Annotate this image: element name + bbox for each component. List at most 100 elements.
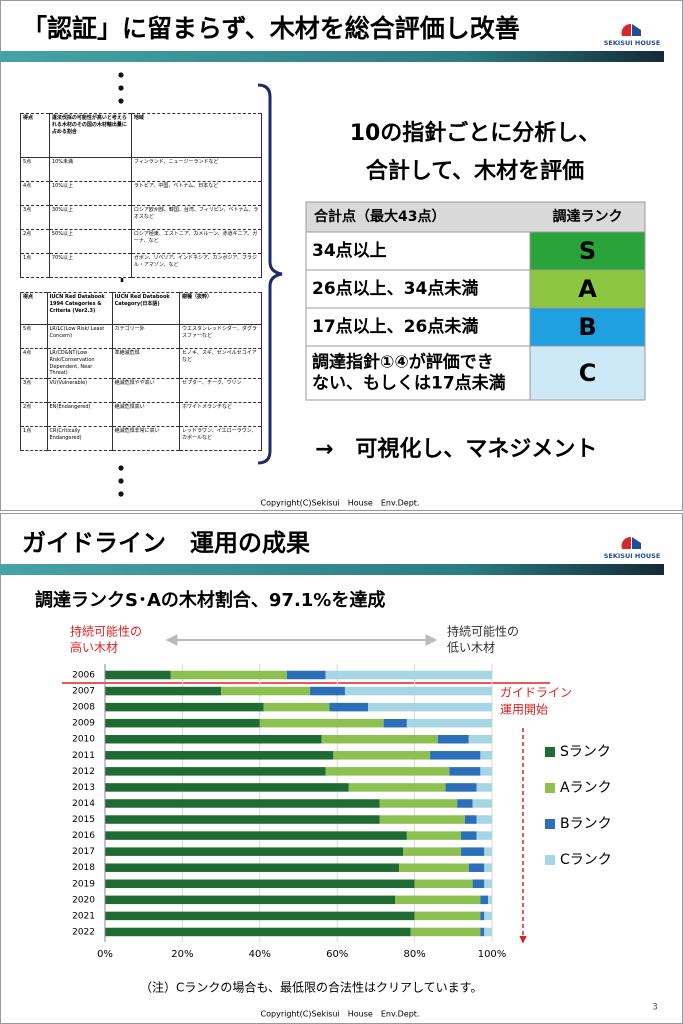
table-cell: ガボン、リベリア、インドネシア、カンボジア、ブラジル・アマゾン、など [130, 253, 263, 278]
score-table: 得点 違法伐採の可能性が高いと考えられる木材のその国の木材輸出量に占める割合 地域 5… [20, 113, 263, 278]
bar-segment [368, 702, 492, 712]
legend-swatch [545, 855, 555, 865]
condition: 34点以上 [312, 240, 387, 261]
y-tick-label: 2014 [72, 799, 95, 809]
y-tick-label: 2018 [72, 863, 95, 873]
table-cell: 10%以上 [48, 181, 132, 206]
slide-title: ガイドライン 運用の成果 [22, 529, 310, 557]
bar-segment [333, 751, 431, 760]
table-cell: 4点 [20, 348, 48, 379]
bar-segment [484, 847, 492, 856]
table-row: 4点 10%以上 ラトビア、中国、ベトナム、日本など [20, 181, 263, 206]
y-tick-label: 2015 [72, 815, 95, 825]
bar-segment [321, 734, 438, 744]
x-tick-label: 60% [326, 949, 348, 960]
table-cell: 絶滅危惧高い [111, 402, 181, 427]
table-cell: 2点 [20, 402, 48, 427]
table-cell: フィンランド、ニュージーランドなど [130, 157, 263, 182]
bar-segment [105, 718, 260, 728]
table-cell: 10%未満 [48, 157, 132, 182]
bar-segment [476, 783, 492, 792]
bar-segment [259, 718, 384, 728]
y-tick-label: 2007 [72, 687, 95, 697]
bar-segment [402, 847, 462, 856]
legend-label: Sランク [560, 744, 611, 760]
y-tick-label: 2016 [72, 831, 95, 841]
header-cell: 合計点（最大43点） [314, 208, 445, 225]
legend-label: Bランク [560, 816, 612, 832]
condition: 17点以上、26点未満 [312, 316, 478, 337]
table-cell: 5点 [20, 157, 50, 182]
table-cell: ロシア極東、エストニア、カメルーン、赤道ギニア、ガーナ、など [130, 229, 263, 254]
bar-segment [480, 751, 492, 760]
header-row [305, 201, 646, 233]
bar-segment [461, 847, 485, 856]
table-cell: ラトビア、中国、ベトナム、日本など [130, 181, 263, 206]
heading: 合計して、木材を評価 [366, 158, 584, 184]
bar-segment [399, 863, 469, 872]
bar-segment [468, 734, 492, 744]
legend-swatch [545, 747, 555, 757]
bar-segment [383, 718, 407, 728]
table-cell: LR/CD&NT(Low Risk/Conservation Dependent… [46, 348, 113, 379]
table-cell: カテゴリー外 [111, 324, 181, 349]
header-cell: 地域 [130, 113, 263, 158]
table-cell: 絶滅危惧非常に高い [111, 426, 181, 451]
bar-segment [105, 815, 380, 824]
legend-label: Aランク [560, 780, 612, 796]
legend-swatch [545, 783, 555, 793]
bar-segment [105, 911, 415, 921]
bar-segment [461, 831, 477, 840]
heading: 10の指針ごとに分析し、 [350, 120, 601, 146]
table-cell: 70%以上 [48, 253, 132, 278]
header-cell: 違法伐採の可能性が高いと考えられる木材のその国の木材輸出量に占める割合 [48, 113, 132, 158]
bar-segment [105, 799, 380, 808]
condition: 調達指針①④が評価でき [312, 352, 494, 373]
bar-segment [344, 686, 492, 696]
table-cell: 3点 [20, 378, 48, 403]
bar-segment [379, 815, 465, 824]
table-row: 3点 VU(Vulnerable) 絶滅危惧やや高い セプター、チーク、ウリン [20, 378, 262, 403]
rank-table: 合計点（最大43点） 調達ランク 34点以上 S 26点以上、34点未満 A 17点以上、2… [305, 201, 646, 401]
bar-segment [414, 879, 473, 889]
score-table: 得点 IUCN Red Databook 1994 Categories & Cr… [20, 292, 262, 451]
table-cell: 2点 [20, 229, 50, 254]
bar-segment [468, 863, 485, 872]
table-cell: セプター、チーク、ウリン [179, 378, 262, 403]
table-row: 5点 10%未満 フィンランド、ニュージーランドなど [20, 157, 263, 182]
table-cell: ヒノキ、スギ、センペルセコイアなど [179, 348, 262, 379]
header-cell: 得点 [20, 113, 50, 158]
table-cell: 絶滅危惧やや高い [111, 378, 181, 403]
copyright: Copyright(C)Sekisui House Env.Dept. [261, 499, 420, 508]
condition: ない、もしくは17点未満 [312, 373, 506, 394]
header-cell: IUCN Red Databook 1994 Categories & Crit… [46, 292, 113, 325]
table-row: 5点 LR/LC(Low Risk/ Least Concern) カテゴリー外 ウエ… [20, 324, 262, 349]
bar-segment [480, 911, 485, 921]
table-row: 得点 違法伐採の可能性が高いと考えられる木材のその国の木材輸出量に占める割合 地域 [20, 113, 263, 158]
note: （注）Cランクの場合も、最低限の合法性はクリアしています。 [140, 980, 482, 995]
table-cell: 準絶滅危惧 [111, 348, 181, 379]
bar-segment [457, 799, 473, 808]
header-cell: 得点 [20, 292, 48, 325]
y-tick-label: 2022 [72, 927, 95, 937]
table-cell: 1点 [20, 426, 48, 451]
bar-segment [105, 670, 171, 680]
bar-segment [476, 815, 492, 824]
bar-segment [105, 767, 326, 776]
table-cell: ウエスタンレッドシダー、ダグラスファーなど [179, 324, 262, 349]
bar-segment [484, 927, 492, 937]
y-tick-label: 2012 [72, 767, 95, 777]
table-row: 2点 50%以上 ロシア極東、エストニア、カメルーン、赤道ギニア、ガーナ、など [20, 229, 263, 254]
rank: A [578, 275, 597, 303]
legend-swatch [545, 819, 555, 829]
y-tick-label: 2009 [72, 719, 95, 729]
y-tick-label: 2017 [72, 847, 95, 857]
table-cell [305, 269, 531, 309]
rank: B [578, 313, 596, 341]
bar-segment [480, 895, 489, 905]
x-tick-label: 80% [403, 949, 425, 960]
bar-segment [329, 702, 369, 712]
y-tick-label: 2019 [72, 879, 95, 889]
table-cell: ロシア欧州部、韓国、台湾、フィリピン、ベトナム、ラオスなど [130, 205, 263, 230]
